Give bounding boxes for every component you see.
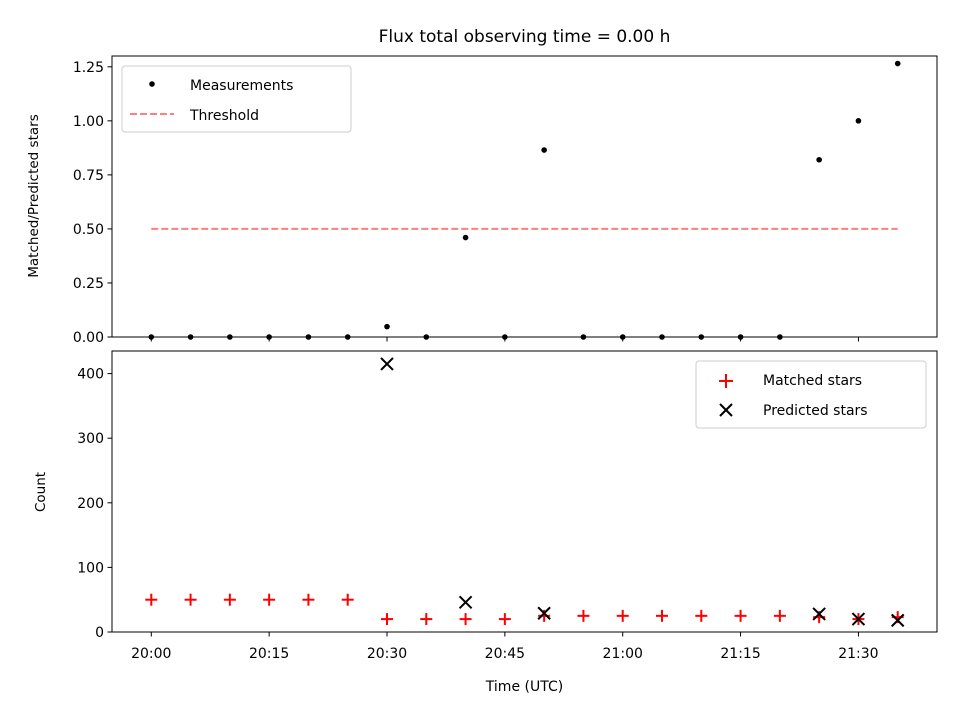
x-tick-label: 21:15 <box>720 646 760 662</box>
x-tick-label: 20:30 <box>367 646 407 662</box>
x-axis-label: Time (UTC) <box>485 679 563 695</box>
series-matched-stars-point <box>223 593 236 606</box>
series-matched-stars-point <box>145 593 158 606</box>
x-tick-label: 21:00 <box>603 646 643 662</box>
series-measurements-point <box>816 156 822 163</box>
top-y-tick-label: 1.25 <box>73 60 104 76</box>
top-legend-box <box>121 65 352 133</box>
top-y-axis-label: Matched/Predicted stars <box>26 114 42 277</box>
series-measurements-point <box>384 323 390 330</box>
series-measurements-point <box>855 118 862 124</box>
series-predicted-stars-point <box>458 595 473 609</box>
series-predicted-stars-point <box>891 613 905 628</box>
top-y-tick-label: 0.50 <box>73 222 104 238</box>
series-matched-stars-point <box>498 613 511 626</box>
series-matched-stars-point <box>538 609 551 622</box>
x-tick-label: 20:00 <box>131 646 171 662</box>
series-measurements-point <box>894 60 901 67</box>
series-matched-stars-point <box>263 593 276 606</box>
series-matched-stars-point <box>184 593 197 606</box>
series-predicted-stars-point <box>812 607 826 621</box>
series-matched-stars-point <box>695 609 708 622</box>
series-matched-stars-point <box>459 613 472 626</box>
series-matched-stars-point <box>734 609 747 622</box>
top-y-tick-label: 1.00 <box>73 114 104 130</box>
bottom-y-tick-label: 200 <box>77 496 104 512</box>
series-matched-stars-point <box>773 609 786 622</box>
bottom-y-axis-label: Count <box>33 472 49 512</box>
bottom-x-ticks: 20:00 20:15 20:30 20:45 21:00 21:15 21:30 <box>131 632 879 662</box>
legend-threshold-label: Threshold <box>189 108 259 124</box>
series-matched-stars-point <box>420 613 433 626</box>
series-matched-stars-point <box>381 613 393 626</box>
legend-matched-label: Matched stars <box>763 373 862 389</box>
bottom-y-tick-label: 0 <box>95 625 104 641</box>
bottom-y-ticks: 0 100 200 300 400 <box>77 367 112 641</box>
top-legend: Measurements Threshold <box>121 65 352 133</box>
series-matched-stars-point <box>341 593 354 606</box>
series-predicted-stars-point <box>851 612 866 626</box>
top-y-tick-label: 0.25 <box>73 276 104 292</box>
series-measurements-point <box>541 147 547 153</box>
legend-measurements-marker <box>149 81 155 87</box>
bottom-y-tick-label: 400 <box>77 367 104 383</box>
top-marks <box>148 60 901 340</box>
chart-title: Flux total observing time = 0.00 h <box>379 27 671 47</box>
series-matched-stars-point <box>656 609 668 622</box>
top-plot-frame <box>111 55 938 338</box>
series-matched-stars-point <box>616 609 629 622</box>
bottom-legend-box <box>695 360 927 429</box>
series-measurements-point <box>462 234 469 241</box>
bottom-y-tick-label: 100 <box>77 560 104 576</box>
bottom-marks <box>145 357 905 628</box>
x-tick-label: 20:15 <box>249 646 289 662</box>
series-matched-stars-point <box>577 609 590 622</box>
top-y-tick-label: 0.75 <box>73 168 104 184</box>
top-y-tick-label: 0.00 <box>73 330 104 346</box>
series-matched-stars-point <box>302 593 315 606</box>
top-y-ticks: 0.00 0.25 0.50 0.75 1.00 1.25 <box>73 60 112 346</box>
series-predicted-stars-point <box>380 357 394 371</box>
bottom-legend: Matched stars Predicted stars <box>695 360 927 429</box>
bottom-plot-frame <box>111 350 938 633</box>
bottom-panel: Count Time (UTC) 0 100 200 300 400 20:00 20:1… <box>33 350 938 695</box>
x-tick-label: 20:45 <box>485 646 525 662</box>
series-predicted-stars-point <box>537 606 551 620</box>
x-tick-label: 21:30 <box>838 646 878 662</box>
legend-predicted-label: Predicted stars <box>763 403 868 419</box>
bottom-y-tick-label: 300 <box>77 431 104 447</box>
legend-matched-marker <box>719 374 733 388</box>
top-panel: Flux total observing time = 0.00 h Match… <box>26 27 938 346</box>
legend-predicted-marker <box>719 403 733 417</box>
legend-measurements-label: Measurements <box>190 78 293 94</box>
